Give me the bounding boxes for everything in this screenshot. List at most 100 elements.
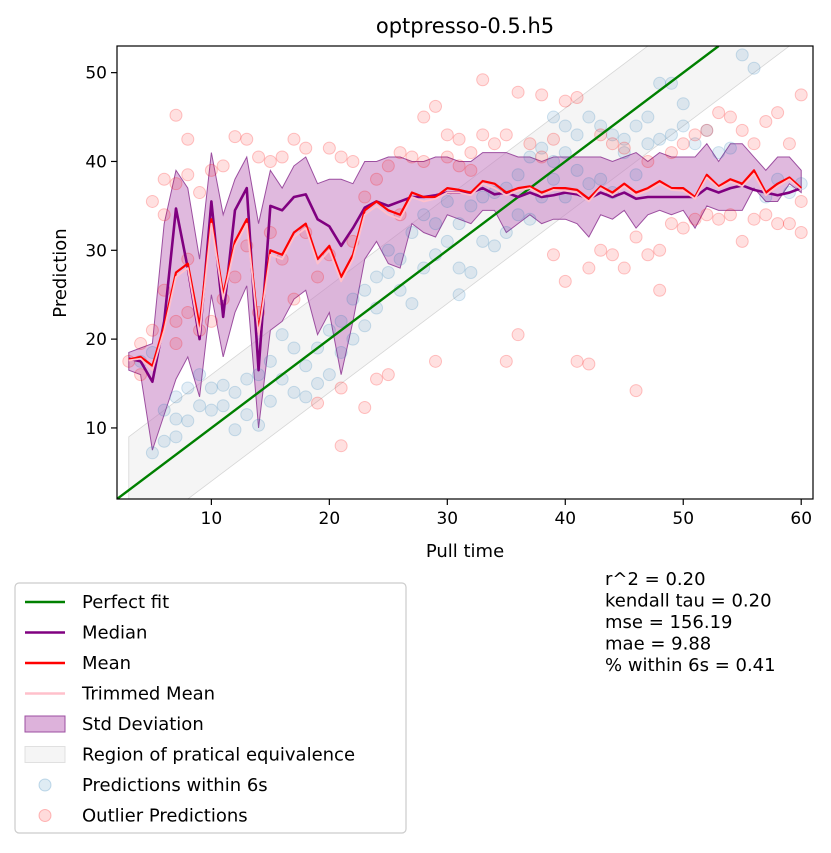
outlier-point <box>476 128 490 142</box>
within-point <box>263 354 277 368</box>
within-point <box>712 146 726 160</box>
within-point <box>322 368 336 382</box>
outlier-point <box>157 208 171 222</box>
within-point <box>346 332 360 346</box>
outlier-point <box>759 208 773 222</box>
within-point <box>405 297 419 311</box>
legend-label: Std Deviation <box>82 714 204 735</box>
outlier-point <box>145 323 159 337</box>
within-point <box>240 372 254 386</box>
within-point <box>240 408 254 422</box>
legend-swatch-patch <box>24 715 66 733</box>
within-point <box>381 266 395 279</box>
legend-label: Region of pratical equivalence <box>82 745 355 766</box>
outlier-point <box>629 230 643 244</box>
outlier-point <box>169 108 183 122</box>
outlier-point <box>535 150 549 164</box>
within-point <box>358 319 372 333</box>
within-point <box>476 190 490 204</box>
within-point <box>629 168 643 182</box>
x-tick-label: 40 <box>554 509 576 529</box>
stat-line: kendall tau = 0.20 <box>605 591 772 612</box>
within-point <box>546 172 560 186</box>
legend-label: Median <box>82 623 147 644</box>
outlier-point <box>145 194 159 208</box>
within-point <box>370 270 384 284</box>
within-point <box>605 128 619 142</box>
y-tick-label: 40 <box>85 152 107 172</box>
outlier-point <box>794 88 808 102</box>
outlier-point <box>311 270 325 284</box>
within-point <box>594 119 608 133</box>
within-point <box>523 212 537 226</box>
within-point <box>487 239 501 253</box>
within-point <box>334 345 348 359</box>
outlier-point <box>558 274 572 288</box>
within-point <box>664 128 678 142</box>
within-point <box>747 61 761 75</box>
outlier-point <box>582 261 596 275</box>
outlier-point <box>653 243 667 257</box>
within-point <box>145 446 159 460</box>
within-point <box>275 328 289 342</box>
y-tick-label: 30 <box>85 241 107 261</box>
std-deviation-band <box>128 142 802 451</box>
within-point <box>688 137 702 151</box>
within-point <box>546 154 560 168</box>
outlier-point <box>747 212 761 226</box>
outlier-point <box>134 337 148 351</box>
y-tick-label: 10 <box>85 419 107 439</box>
outlier-point <box>157 172 171 186</box>
outlier-point <box>617 261 631 275</box>
outlier-point <box>334 150 348 164</box>
within-point <box>570 128 584 142</box>
within-point <box>594 172 608 186</box>
outlier-point <box>263 154 277 168</box>
within-point <box>157 434 171 448</box>
outlier-point <box>240 132 254 146</box>
within-point <box>228 385 242 399</box>
outlier-point <box>617 141 631 155</box>
outlier-point <box>582 357 596 371</box>
outlier-point <box>535 88 549 102</box>
outlier-point <box>712 212 726 226</box>
outlier-point <box>794 194 808 208</box>
within-point <box>287 385 301 399</box>
within-point <box>641 137 655 151</box>
outlier-points <box>122 73 808 453</box>
outlier-point <box>605 137 619 151</box>
within-point <box>582 177 596 191</box>
within-point <box>723 141 737 155</box>
outlier-point <box>735 123 749 137</box>
outlier-point <box>275 150 289 164</box>
outlier-point <box>476 73 490 87</box>
outlier-point <box>346 154 360 168</box>
outlier-point <box>299 141 313 155</box>
within-point <box>629 119 643 133</box>
outlier-point <box>487 137 501 151</box>
outlier-point <box>287 292 301 306</box>
within-point <box>193 399 207 413</box>
legend-swatch-marker <box>38 778 52 792</box>
within-point <box>641 110 655 124</box>
x-tick-label: 60 <box>790 509 812 529</box>
within-point <box>511 168 525 182</box>
outlier-point <box>370 172 384 186</box>
y-tick-label: 20 <box>85 330 107 350</box>
outlier-point <box>794 226 808 240</box>
y-axis-ticks: 10 20 30 40 50 <box>85 64 117 439</box>
outlier-point <box>393 146 407 160</box>
within-point <box>181 381 195 395</box>
outlier-point <box>782 137 796 151</box>
legend-label: Trimmed Mean <box>81 684 215 705</box>
outlier-point <box>594 243 608 257</box>
outlier-point <box>464 163 478 177</box>
within-point <box>358 283 372 297</box>
legend-box <box>14 582 407 834</box>
x-tick-label: 10 <box>201 509 223 529</box>
outlier-point <box>641 248 655 262</box>
outlier-point <box>381 368 395 382</box>
outlier-point <box>417 154 431 168</box>
mean-line <box>128 169 802 367</box>
within-point <box>676 97 690 111</box>
